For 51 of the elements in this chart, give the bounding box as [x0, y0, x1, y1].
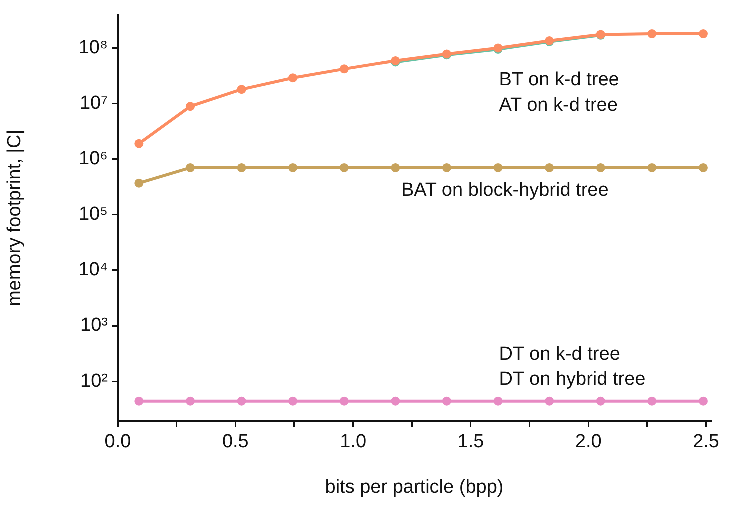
- point: [648, 163, 657, 172]
- point: [186, 396, 195, 406]
- point: [186, 102, 195, 112]
- point: [648, 30, 657, 39]
- point: [340, 64, 349, 74]
- y-tick-label: 10⁶: [79, 148, 108, 170]
- point: [442, 163, 452, 172]
- y-tick-label: 10²: [80, 370, 108, 392]
- text: DT on k-d tree: [499, 344, 620, 366]
- point: [134, 139, 144, 148]
- point: [237, 85, 246, 94]
- series-label: BAT on block-hybrid tree: [401, 180, 609, 201]
- x-tick-label: 1.0: [340, 432, 367, 453]
- point: [237, 396, 246, 406]
- point: [545, 396, 554, 406]
- point: [494, 396, 503, 406]
- x-tick-label: 0.5: [222, 432, 249, 453]
- y-tick-label: 10⁴: [78, 260, 108, 281]
- point: [648, 396, 657, 406]
- y-axis-title: memory footprint, |C|: [4, 130, 26, 307]
- y-tick-label: 10³: [80, 315, 108, 336]
- series-label: BT on k-d tree: [499, 70, 620, 91]
- point: [596, 396, 606, 406]
- y-tick-label: 10⁵: [78, 204, 108, 226]
- point: [545, 163, 554, 172]
- x-tick-label: 2.5: [693, 432, 720, 453]
- x-tick-label: 2.0: [575, 432, 602, 453]
- series-label: DT on hybrid tree: [499, 368, 646, 390]
- point: [186, 163, 195, 172]
- point: [288, 74, 298, 83]
- x-axis-title: bits per particle (bpp): [325, 476, 504, 498]
- x-tick-label: 0.0: [104, 432, 132, 453]
- point: [596, 163, 606, 172]
- text: AT on k-d tree: [499, 95, 618, 116]
- point: [391, 163, 400, 172]
- point: [340, 163, 349, 172]
- point: [442, 396, 452, 406]
- y-tick-label: 10⁸: [78, 37, 108, 58]
- point: [288, 396, 298, 406]
- x-tick-label: 1.5: [458, 432, 484, 453]
- point: [134, 178, 144, 188]
- point: [391, 396, 400, 406]
- y-tick-label: 10⁷: [80, 93, 108, 114]
- point: [494, 163, 503, 172]
- point: [698, 163, 708, 172]
- point: [134, 396, 144, 406]
- point: [288, 163, 298, 172]
- point: [698, 30, 708, 39]
- point: [340, 396, 349, 406]
- point: [237, 163, 246, 172]
- point: [698, 396, 708, 406]
